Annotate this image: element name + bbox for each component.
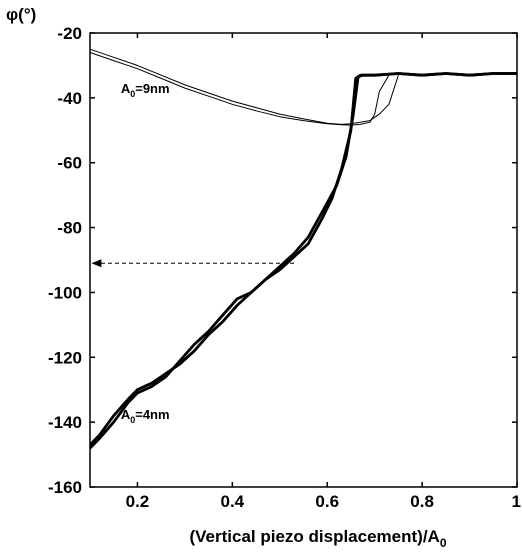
annotation-tail: =4nm <box>135 407 169 422</box>
series-line-3 <box>88 72 517 446</box>
series-line-2 <box>89 52 390 126</box>
y-tick-label: -120 <box>48 348 82 367</box>
annotation-a4: A0=4nm <box>121 407 170 425</box>
y-tick-label: -20 <box>57 24 82 43</box>
y-tick-label: -40 <box>57 89 82 108</box>
y-axis-title: φ(°) <box>6 5 36 24</box>
annotation-main: A <box>121 81 131 96</box>
annotation-subscript: 0 <box>130 415 135 425</box>
annotation-a9: A0=9nm <box>121 81 170 99</box>
x-tick-label: 0.4 <box>221 492 245 511</box>
plot-frame <box>89 32 518 488</box>
plot-border <box>89 32 518 488</box>
y-tick-label: -140 <box>48 413 82 432</box>
axis-ticks: -20 -40 -60 -80 -100 -120 -140 -160 0.2 0.4 0.6 0.8… <box>48 24 521 511</box>
x-tick-label: 0.2 <box>126 492 150 511</box>
x-tick-label: 0.6 <box>315 492 339 511</box>
x-tick-label: 1 <box>512 492 521 511</box>
y-tick-label: -80 <box>57 219 82 238</box>
x-axis-title-main: (Vertical piezo displacement)/A <box>189 527 439 546</box>
annotation-tail: =9nm <box>135 81 169 96</box>
y-tick-label: -100 <box>48 283 82 302</box>
x-tick-label: 0.8 <box>410 492 434 511</box>
annotation-main: A <box>121 407 131 422</box>
series-line-4 <box>88 72 517 450</box>
x-axis-title-subscript: 0 <box>440 536 447 550</box>
series-layer <box>88 48 517 450</box>
y-tick-label: -60 <box>57 154 82 173</box>
annotation-subscript: 0 <box>130 89 135 99</box>
y-tick-label: -160 <box>48 478 82 497</box>
x-axis-title: (Vertical piezo displacement)/A0 <box>189 527 446 550</box>
